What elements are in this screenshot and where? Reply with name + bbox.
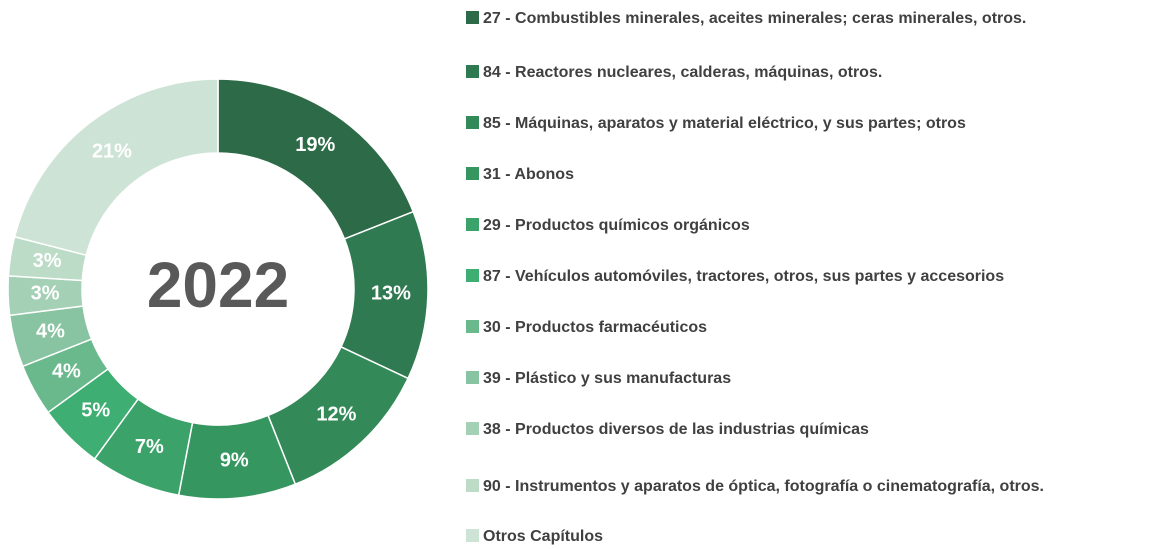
legend-item: 38 - Productos diversos de las industria…: [466, 417, 1156, 442]
legend-label: 85 - Máquinas, aparatos y material eléct…: [483, 115, 966, 132]
slice-label: 5%: [81, 400, 110, 422]
legend-item: Otros Capítulos: [466, 524, 1156, 549]
legend-item: 84 - Reactores nucleares, calderas, máqu…: [466, 60, 1156, 85]
legend-item: 39 - Plástico y sus manufacturas: [466, 366, 1156, 391]
legend-label: 87 - Vehículos automóviles, tractores, o…: [483, 268, 1005, 285]
legend-item: 29 - Productos químicos orgánicos: [466, 213, 1156, 238]
legend-swatch: [466, 479, 479, 492]
legend-item: 90 - Instrumentos y aparatos de óptica, …: [466, 474, 1156, 499]
legend-swatch: [466, 116, 479, 129]
legend-swatch: [466, 167, 479, 180]
slice-label: 9%: [220, 450, 249, 472]
legend-item: 27 - Combustibles minerales, aceites min…: [466, 6, 1156, 31]
legend-label: 84 - Reactores nucleares, calderas, máqu…: [483, 64, 883, 81]
legend-item: 30 - Productos farmacéuticos: [466, 315, 1156, 340]
legend-label: 90 - Instrumentos y aparatos de óptica, …: [483, 478, 1044, 495]
slice-label: 3%: [31, 283, 60, 305]
legend-swatch: [466, 422, 479, 435]
legend-swatch: [466, 65, 479, 78]
legend-label: 38 - Productos diversos de las industria…: [483, 421, 869, 438]
slice-label: 4%: [36, 320, 65, 342]
center-label: 2022: [147, 249, 289, 321]
legend-label: 29 - Productos químicos orgánicos: [483, 217, 750, 234]
legend-label: 27 - Combustibles minerales, aceites min…: [483, 10, 1027, 27]
legend-item: 87 - Vehículos automóviles, tractores, o…: [466, 264, 1156, 289]
legend-swatch: [466, 11, 479, 24]
legend-item: 85 - Máquinas, aparatos y material eléct…: [466, 111, 1156, 136]
legend-label: 30 - Productos farmacéuticos: [483, 319, 708, 336]
legend-swatch: [466, 529, 479, 542]
legend-swatch: [466, 269, 479, 282]
chart: 2022 19%13%12%9%7%5%4%4%3%3%21%: [7, 78, 429, 500]
slice-label: 19%: [295, 134, 335, 156]
legend-label: 31 - Abonos: [483, 166, 574, 183]
legend-swatch: [466, 218, 479, 231]
slice-label: 4%: [52, 361, 81, 383]
legend-item: 31 - Abonos: [466, 162, 1156, 187]
slice-label: 3%: [33, 250, 62, 272]
slice: [13, 78, 219, 257]
legend-label: Otros Capítulos: [483, 528, 604, 545]
legend-label: 39 - Plástico y sus manufacturas: [483, 370, 732, 387]
legend-swatch: [466, 320, 479, 333]
slice-label: 7%: [135, 436, 164, 458]
slice-label: 13%: [371, 283, 411, 305]
slice-label: 21%: [92, 141, 132, 163]
legend-swatch: [466, 371, 479, 384]
slice: [217, 78, 415, 240]
slice-label: 12%: [316, 403, 356, 425]
